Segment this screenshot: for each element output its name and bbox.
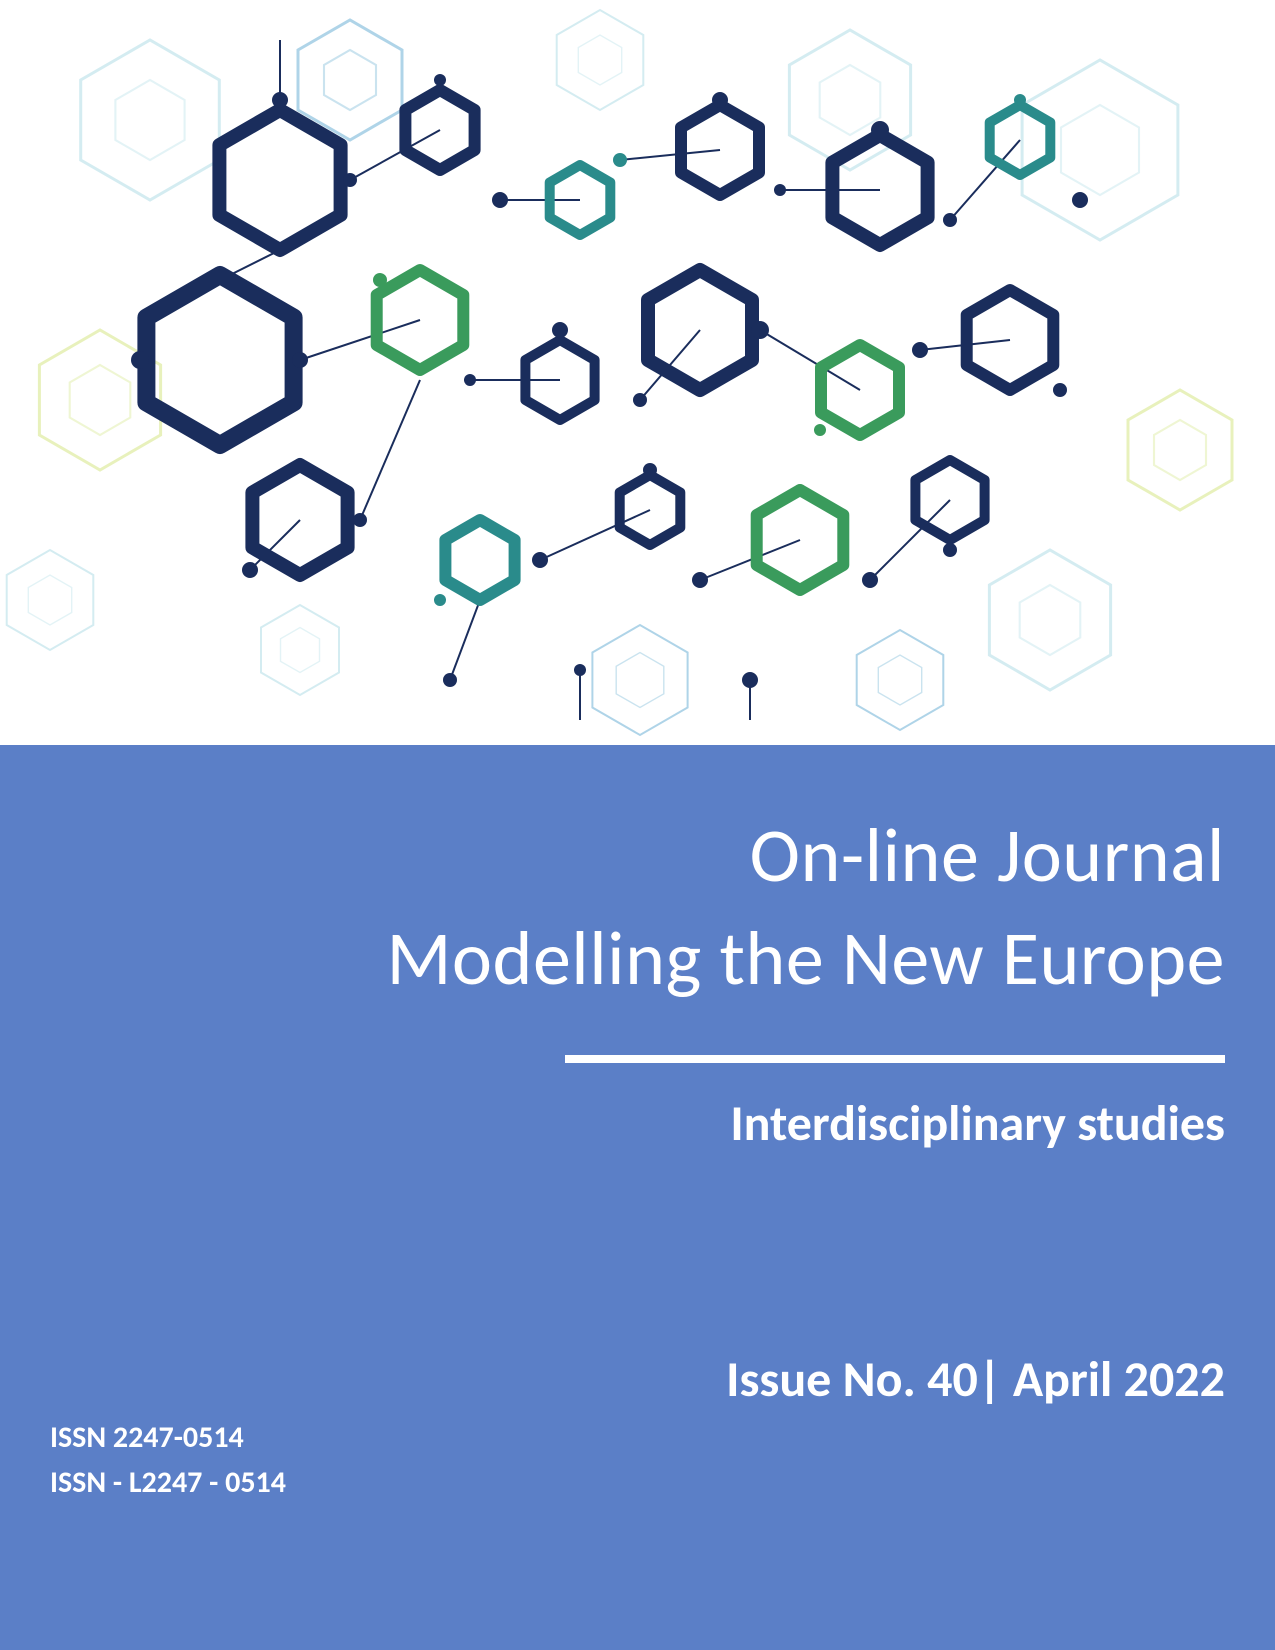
journal-cover: On-line Journal Modelling the New Europe… — [0, 0, 1275, 1650]
hexagon-network-svg — [0, 0, 1275, 745]
issue-info: Issue No. 40| April 2022 — [50, 1349, 1225, 1410]
issn-line-1: ISSN 2247-0514 — [50, 1415, 286, 1460]
journal-subtitle: Interdisciplinary studies — [50, 1093, 1225, 1154]
title-divider — [565, 1055, 1225, 1063]
title-panel: On-line Journal Modelling the New Europe… — [0, 745, 1275, 1650]
title-line-1: On-line Journal — [50, 805, 1225, 908]
cover-graphic — [0, 0, 1275, 745]
journal-title: On-line Journal Modelling the New Europe — [50, 805, 1225, 1010]
issn-block: ISSN 2247-0514 ISSN - L2247 - 0514 — [50, 1415, 286, 1505]
issn-line-2: ISSN - L2247 - 0514 — [50, 1460, 286, 1505]
title-line-2: Modelling the New Europe — [50, 908, 1225, 1011]
